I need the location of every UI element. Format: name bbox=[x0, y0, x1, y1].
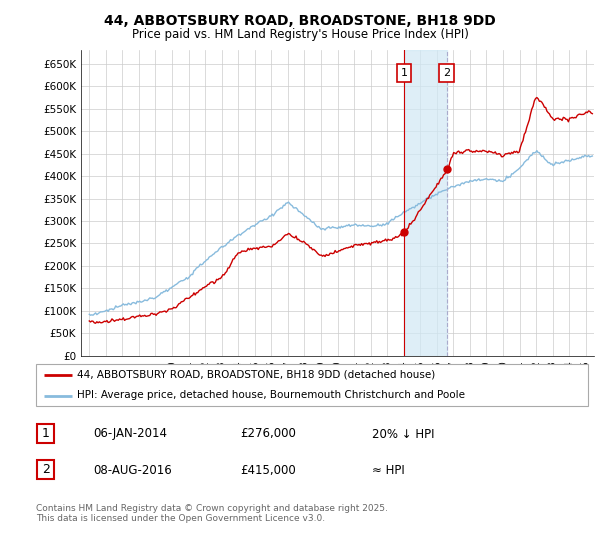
Text: 2: 2 bbox=[443, 68, 450, 78]
Text: 06-JAN-2014: 06-JAN-2014 bbox=[93, 427, 167, 441]
Text: £415,000: £415,000 bbox=[240, 464, 296, 477]
Text: HPI: Average price, detached house, Bournemouth Christchurch and Poole: HPI: Average price, detached house, Bour… bbox=[77, 390, 466, 400]
FancyBboxPatch shape bbox=[37, 460, 54, 479]
Text: 44, ABBOTSBURY ROAD, BROADSTONE, BH18 9DD: 44, ABBOTSBURY ROAD, BROADSTONE, BH18 9D… bbox=[104, 14, 496, 28]
Text: ≈ HPI: ≈ HPI bbox=[372, 464, 405, 477]
FancyBboxPatch shape bbox=[36, 364, 588, 406]
Text: £276,000: £276,000 bbox=[240, 427, 296, 441]
Text: Contains HM Land Registry data © Crown copyright and database right 2025.
This d: Contains HM Land Registry data © Crown c… bbox=[36, 504, 388, 524]
Text: 1: 1 bbox=[401, 68, 407, 78]
Text: 08-AUG-2016: 08-AUG-2016 bbox=[93, 464, 172, 477]
FancyBboxPatch shape bbox=[37, 424, 54, 443]
Text: 2: 2 bbox=[41, 463, 50, 477]
Bar bbox=[404, 50, 447, 356]
Text: 1: 1 bbox=[41, 427, 50, 440]
Text: Price paid vs. HM Land Registry's House Price Index (HPI): Price paid vs. HM Land Registry's House … bbox=[131, 28, 469, 41]
Text: 44, ABBOTSBURY ROAD, BROADSTONE, BH18 9DD (detached house): 44, ABBOTSBURY ROAD, BROADSTONE, BH18 9D… bbox=[77, 370, 436, 380]
Text: 20% ↓ HPI: 20% ↓ HPI bbox=[372, 427, 434, 441]
